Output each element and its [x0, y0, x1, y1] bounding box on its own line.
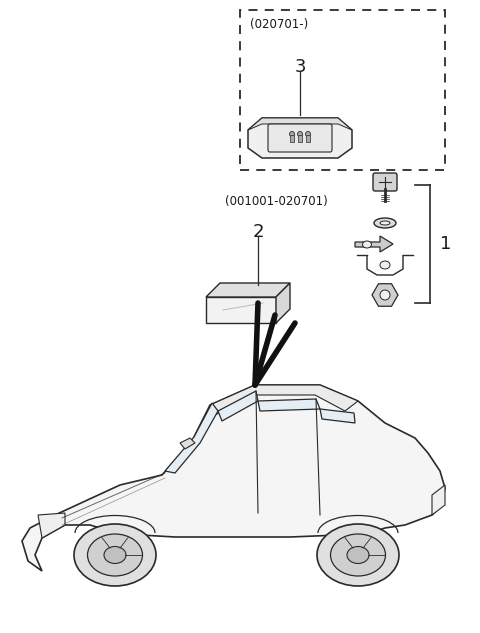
Text: 2: 2 — [252, 223, 264, 241]
Ellipse shape — [380, 261, 390, 269]
Ellipse shape — [305, 132, 311, 137]
Polygon shape — [355, 236, 393, 252]
Polygon shape — [276, 283, 290, 323]
Polygon shape — [180, 438, 195, 449]
FancyBboxPatch shape — [373, 173, 397, 191]
Polygon shape — [218, 391, 258, 421]
Ellipse shape — [289, 132, 295, 137]
Text: (020701-): (020701-) — [250, 18, 308, 31]
Polygon shape — [248, 118, 352, 130]
Text: (001001-020701): (001001-020701) — [225, 195, 328, 208]
Text: 3: 3 — [294, 58, 306, 76]
Text: 1: 1 — [440, 235, 451, 253]
Polygon shape — [206, 297, 276, 323]
Ellipse shape — [380, 221, 390, 225]
Ellipse shape — [317, 524, 399, 586]
FancyBboxPatch shape — [268, 124, 332, 152]
Ellipse shape — [298, 132, 302, 137]
Polygon shape — [165, 403, 218, 473]
Ellipse shape — [74, 524, 156, 586]
Ellipse shape — [374, 218, 396, 228]
Polygon shape — [248, 118, 352, 158]
Polygon shape — [258, 399, 320, 411]
Polygon shape — [210, 385, 358, 415]
Polygon shape — [320, 409, 355, 423]
Bar — [240, 10, 445, 170]
Ellipse shape — [331, 534, 385, 576]
Polygon shape — [38, 513, 65, 538]
Ellipse shape — [104, 546, 126, 563]
Circle shape — [380, 290, 390, 300]
Polygon shape — [22, 385, 445, 571]
Bar — [306, 135, 310, 142]
Bar — [298, 135, 302, 142]
Ellipse shape — [362, 241, 372, 248]
Ellipse shape — [87, 534, 143, 576]
Polygon shape — [206, 283, 290, 297]
Ellipse shape — [347, 546, 369, 563]
Polygon shape — [432, 485, 445, 515]
Bar — [290, 135, 294, 142]
